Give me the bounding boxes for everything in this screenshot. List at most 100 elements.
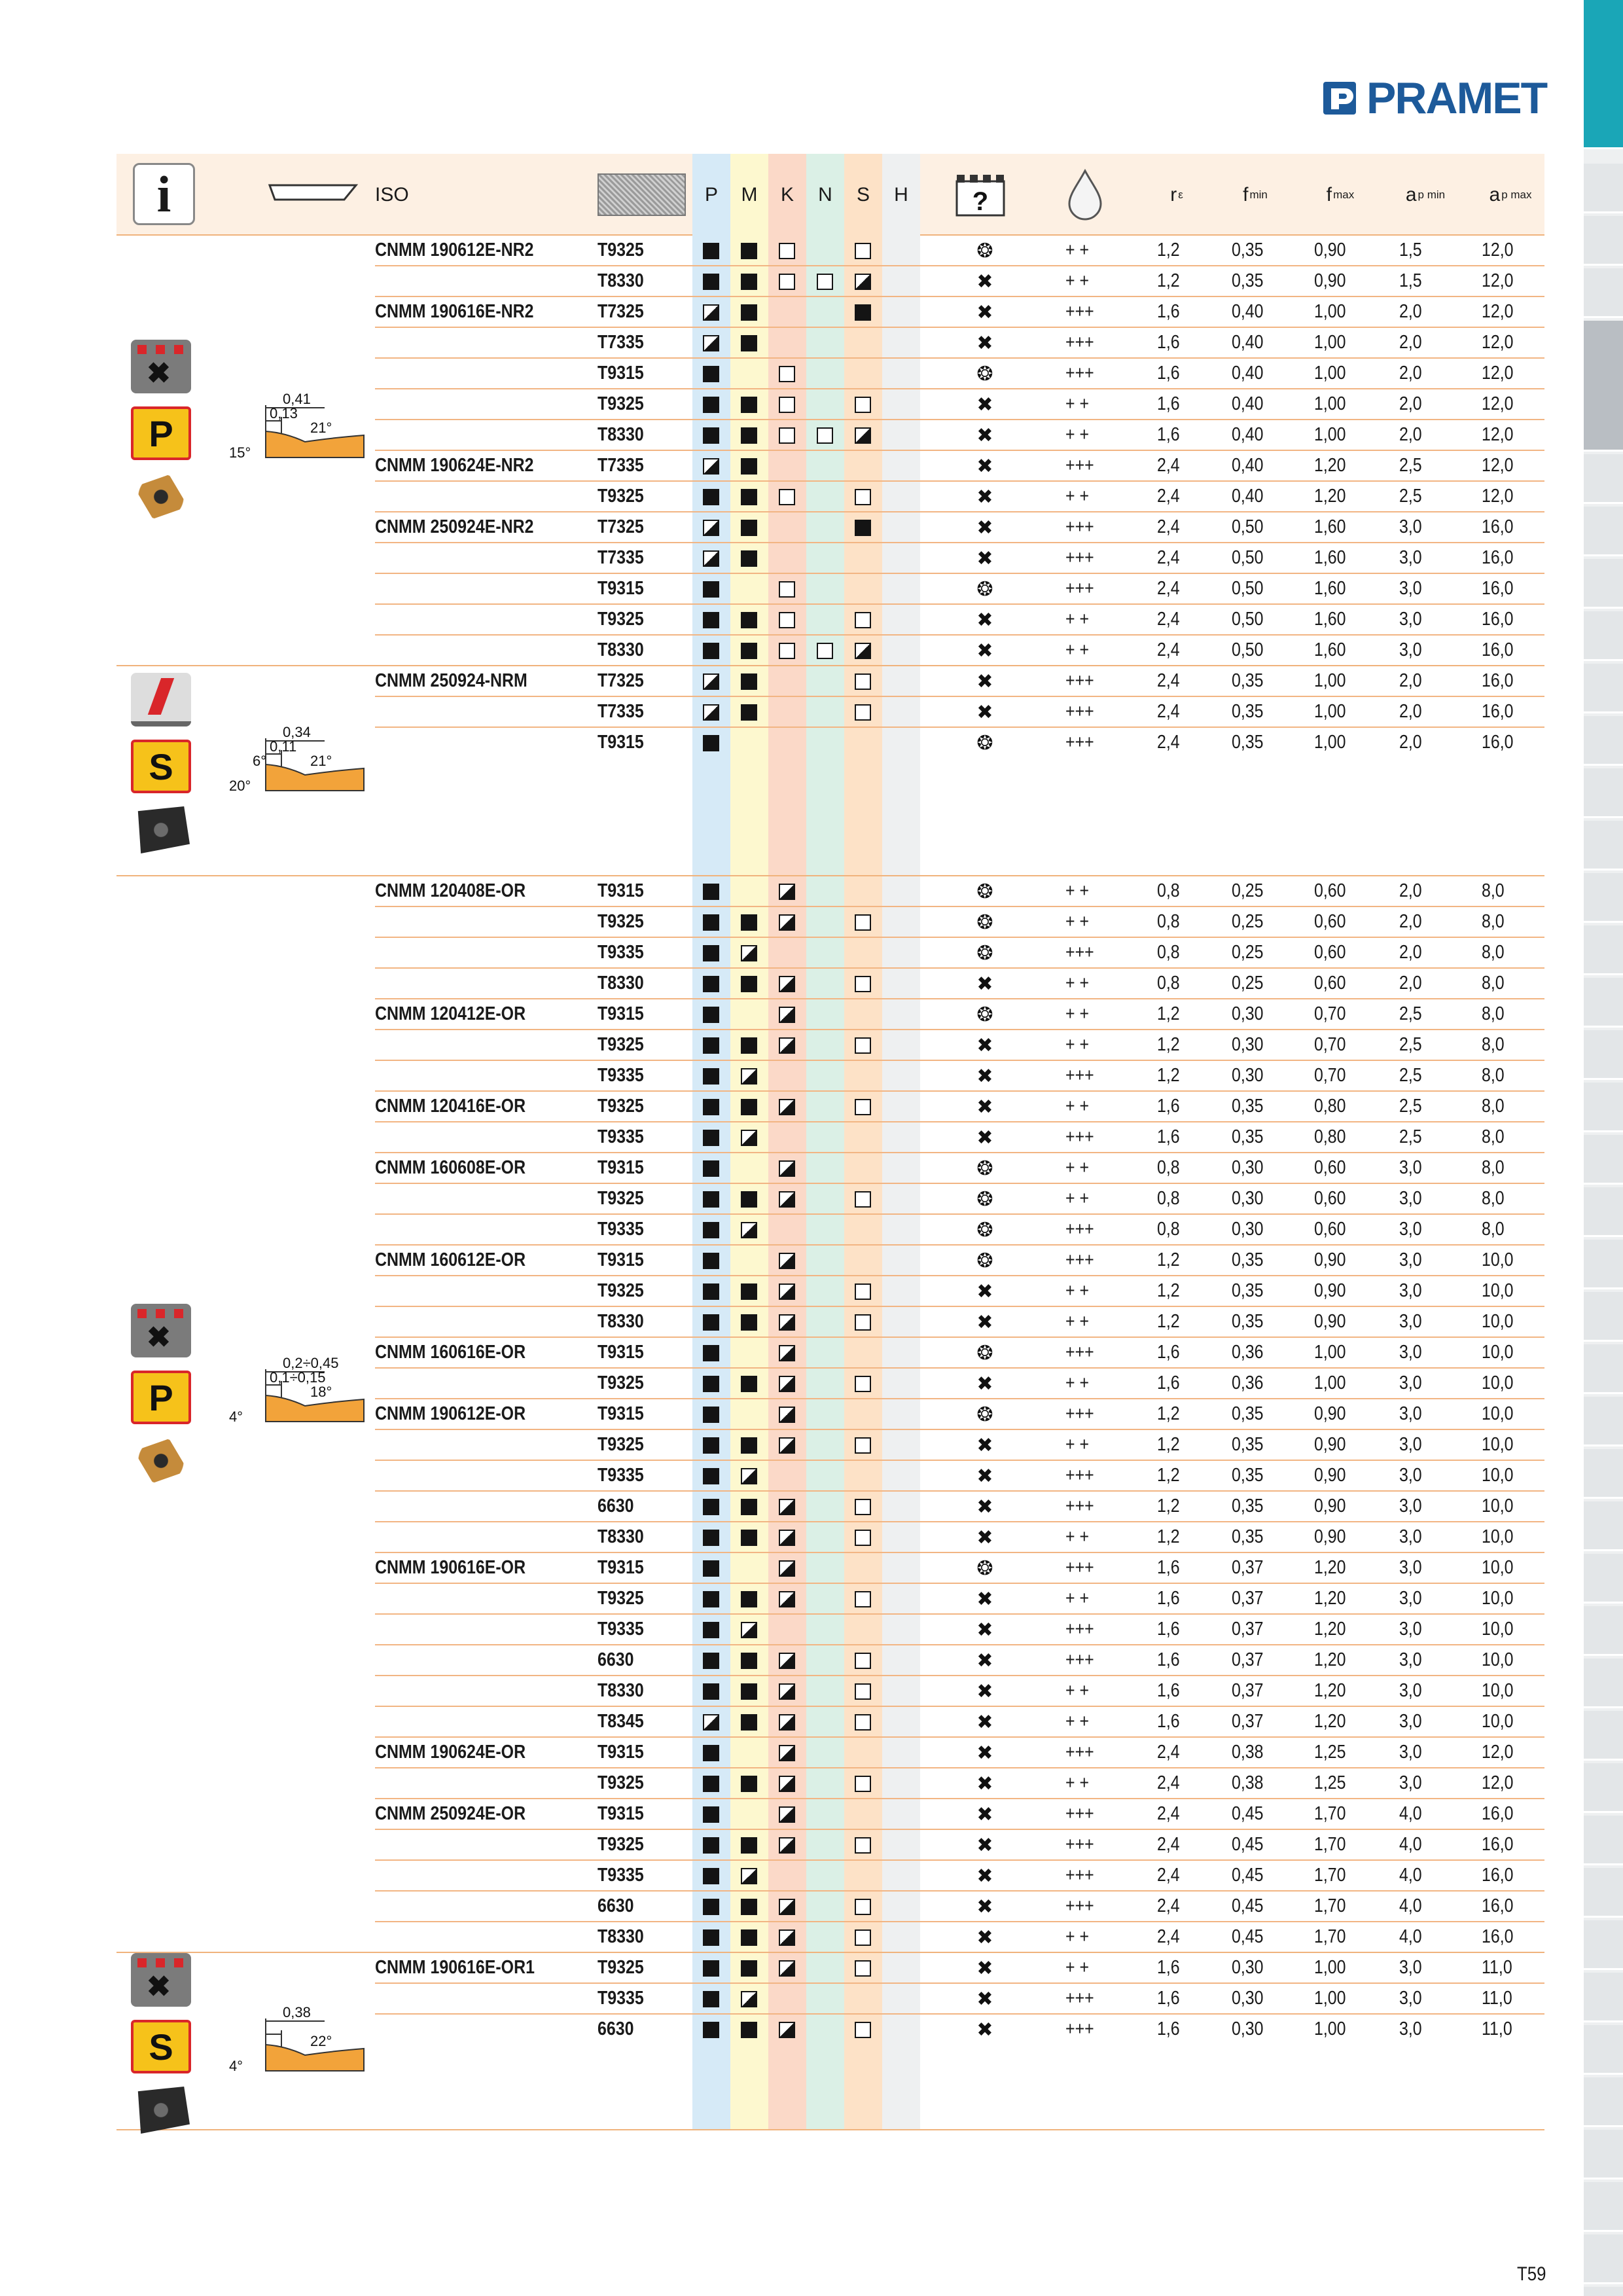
side-tab[interactable] xyxy=(1584,873,1623,923)
side-tab[interactable] xyxy=(1584,1659,1623,1708)
table-row[interactable]: T9325 ✖ + + 2,4 0,38 1,25 3,0 12,0 xyxy=(375,1768,1544,1799)
table-row[interactable]: T9335 ✖ +++ 2,4 0,45 1,70 4,0 16,0 xyxy=(375,1861,1544,1892)
table-row[interactable]: T9325 ✖ + + 2,4 0,40 1,20 2,5 12,0 xyxy=(375,482,1544,512)
side-tab[interactable] xyxy=(1584,268,1623,318)
table-row[interactable]: T7335 ✖ +++ 1,6 0,40 1,00 2,0 12,0 xyxy=(375,328,1544,359)
table-row[interactable]: T9325 ❂ + + 0,8 0,25 0,60 2,0 8,0 xyxy=(375,907,1544,938)
table-row[interactable]: T9335 ✖ +++ 1,2 0,30 0,70 2,5 8,0 xyxy=(375,1061,1544,1092)
side-tab[interactable] xyxy=(1584,507,1623,556)
side-tab[interactable] xyxy=(1584,2025,1623,2075)
side-tab[interactable] xyxy=(1584,1711,1623,1761)
table-row[interactable]: 6630 ✖ +++ 1,6 0,37 1,20 3,0 10,0 xyxy=(375,1645,1544,1676)
table-row[interactable]: T9325 ✖ + + 2,4 0,50 1,60 3,0 16,0 xyxy=(375,605,1544,636)
table-row[interactable]: T8330 ✖ + + 1,2 0,35 0,90 1,5 12,0 xyxy=(375,266,1544,297)
side-tab[interactable] xyxy=(1584,454,1623,504)
table-row[interactable]: CNMM 190616E-NR2 T7325 ✖ +++ 1,6 0,40 1,00 2,0 1… xyxy=(375,297,1544,328)
side-tab[interactable] xyxy=(1584,1554,1623,1604)
table-row[interactable]: CNMM 190612E-NR2 T9325 ❂ + + 1,2 0,35 0,90 1,5 1… xyxy=(375,236,1544,266)
table-row[interactable]: CNMM 190624E-NR2 T7335 ✖ +++ 2,4 0,40 1,20 2,5 1… xyxy=(375,451,1544,482)
side-tab[interactable] xyxy=(1584,1973,1623,2022)
side-tab[interactable] xyxy=(1584,1397,1623,1446)
table-row[interactable]: 6630 ✖ +++ 1,6 0,30 1,00 3,0 11,0 xyxy=(375,2015,1544,2045)
table-row[interactable]: T9325 ✖ + + 1,6 0,37 1,20 3,0 10,0 xyxy=(375,1584,1544,1615)
side-tab[interactable] xyxy=(1584,768,1623,818)
side-tab[interactable] xyxy=(1584,1868,1623,1918)
table-row[interactable]: T9335 ✖ +++ 1,2 0,35 0,90 3,0 10,0 xyxy=(375,1461,1544,1492)
table-row[interactable]: T8330 ✖ + + 0,8 0,25 0,60 2,0 8,0 xyxy=(375,969,1544,999)
table-row[interactable]: 6630 ✖ +++ 1,2 0,35 0,90 3,0 10,0 xyxy=(375,1492,1544,1522)
table-row[interactable]: 6630 ✖ +++ 2,4 0,45 1,70 4,0 16,0 xyxy=(375,1892,1544,1922)
table-row[interactable]: T9325 ✖ + + 1,2 0,35 0,90 3,0 10,0 xyxy=(375,1430,1544,1461)
side-tab[interactable] xyxy=(1584,664,1623,713)
side-tab[interactable] xyxy=(1584,1920,1623,1970)
side-tab[interactable] xyxy=(1584,2182,1623,2232)
table-row[interactable]: CNMM 120412E-OR T9315 ❂ + + 1,2 0,30 0,70 2,5 8,… xyxy=(375,999,1544,1030)
side-tab-active-section[interactable] xyxy=(1584,0,1623,149)
side-tab[interactable] xyxy=(1584,2234,1623,2284)
table-row[interactable]: CNMM 160612E-OR T9315 ❂ +++ 1,2 0,35 0,90 3,0 10… xyxy=(375,1246,1544,1276)
table-row[interactable]: T8330 ✖ + + 1,6 0,40 1,00 2,0 12,0 xyxy=(375,420,1544,451)
side-tab[interactable] xyxy=(1584,821,1623,870)
table-row[interactable]: T8330 ✖ + + 2,4 0,50 1,60 3,0 16,0 xyxy=(375,636,1544,666)
side-tab[interactable] xyxy=(1584,611,1623,661)
side-tab[interactable] xyxy=(1584,1763,1623,1813)
side-tab[interactable] xyxy=(1584,925,1623,975)
table-row[interactable]: T8330 ✖ + + 1,6 0,37 1,20 3,0 10,0 xyxy=(375,1676,1544,1707)
side-tab[interactable] xyxy=(1584,559,1623,609)
table-row[interactable]: CNMM 120416E-OR T9325 ✖ + + 1,6 0,35 0,80 2,5 8,… xyxy=(375,1092,1544,1122)
table-row[interactable]: T9325 ✖ + + 1,6 0,36 1,00 3,0 10,0 xyxy=(375,1369,1544,1399)
table-row[interactable]: CNMM 190612E-OR T9315 ❂ +++ 1,2 0,35 0,90 3,0 10… xyxy=(375,1399,1544,1430)
side-tab[interactable] xyxy=(1584,1187,1623,1237)
side-tab[interactable] xyxy=(1584,1030,1623,1080)
table-row[interactable]: T9325 ✖ + + 1,6 0,40 1,00 2,0 12,0 xyxy=(375,389,1544,420)
table-row[interactable]: T9325 ✖ + + 1,2 0,30 0,70 2,5 8,0 xyxy=(375,1030,1544,1061)
side-tab[interactable] xyxy=(1584,321,1623,452)
table-row[interactable]: T9325 ❂ + + 0,8 0,30 0,60 3,0 8,0 xyxy=(375,1184,1544,1215)
table-row[interactable]: T9315 ❂ +++ 1,6 0,40 1,00 2,0 12,0 xyxy=(375,359,1544,389)
table-row[interactable]: T9335 ✖ +++ 1,6 0,30 1,00 3,0 11,0 xyxy=(375,1984,1544,2015)
feed-min: 0,40 xyxy=(1232,301,1264,322)
side-tab[interactable] xyxy=(1584,1501,1623,1551)
table-row[interactable]: T7335 ✖ +++ 2,4 0,35 1,00 2,0 16,0 xyxy=(375,697,1544,728)
table-row[interactable]: CNMM 250924E-NR2 T7325 ✖ +++ 2,4 0,50 1,60 3,0 1… xyxy=(375,512,1544,543)
side-tab[interactable] xyxy=(1584,1240,1623,1289)
side-tab[interactable] xyxy=(1584,2077,1623,2127)
side-tab[interactable] xyxy=(1584,1135,1623,1185)
table-row[interactable]: T9335 ❂ +++ 0,8 0,25 0,60 2,0 8,0 xyxy=(375,938,1544,969)
table-row[interactable]: CNMM 160608E-OR T9315 ❂ + + 0,8 0,30 0,60 3,0 8,… xyxy=(375,1153,1544,1184)
table-row[interactable]: CNMM 250924-NRM T7325 ✖ +++ 2,4 0,35 1,00 2,0 16… xyxy=(375,666,1544,697)
side-tab[interactable] xyxy=(1584,1606,1623,1656)
chipbreaker-geometry-diagram: 0,41 0,13 21° 15° xyxy=(226,386,370,464)
table-row[interactable]: CNMM 250924E-OR T9315 ✖ +++ 2,4 0,45 1,70 4,0 16… xyxy=(375,1799,1544,1830)
table-row[interactable]: CNMM 190616E-OR1 T9325 ✖ + + 1,6 0,30 1,00 3,0 1… xyxy=(375,1953,1544,1984)
table-row[interactable]: T9315 ❂ +++ 2,4 0,50 1,60 3,0 16,0 xyxy=(375,574,1544,605)
side-tab[interactable] xyxy=(1584,1344,1623,1394)
side-tab[interactable] xyxy=(1584,216,1623,266)
table-row[interactable]: T7335 ✖ +++ 2,4 0,50 1,60 3,0 16,0 xyxy=(375,543,1544,574)
side-tab[interactable] xyxy=(1584,2287,1623,2296)
table-row[interactable]: T9335 ✖ +++ 1,6 0,37 1,20 3,0 10,0 xyxy=(375,1615,1544,1645)
corner-radius: 1,2 xyxy=(1157,1065,1180,1086)
table-row[interactable]: CNMM 120408E-OR T9315 ❂ + + 0,8 0,25 0,60 2,0 8,… xyxy=(375,876,1544,907)
table-row[interactable]: T9315 ❂ +++ 2,4 0,35 1,00 2,0 16,0 xyxy=(375,728,1544,759)
side-tab[interactable] xyxy=(1584,164,1623,213)
side-tab[interactable] xyxy=(1584,716,1623,766)
table-row[interactable]: T8345 ✖ + + 1,6 0,37 1,20 3,0 10,0 xyxy=(375,1707,1544,1738)
table-row[interactable]: CNMM 190624E-OR T9315 ✖ +++ 2,4 0,38 1,25 3,0 12… xyxy=(375,1738,1544,1768)
table-row[interactable]: CNMM 190616E-OR T9315 ❂ +++ 1,6 0,37 1,20 3,0 10… xyxy=(375,1553,1544,1584)
table-row[interactable]: T8330 ✖ + + 1,2 0,35 0,90 3,0 10,0 xyxy=(375,1522,1544,1553)
table-row[interactable]: T8330 ✖ + + 1,2 0,35 0,90 3,0 10,0 xyxy=(375,1307,1544,1338)
table-row[interactable]: CNMM 160616E-OR T9315 ❂ +++ 1,6 0,36 1,00 3,0 10… xyxy=(375,1338,1544,1369)
table-row[interactable]: T8330 ✖ + + 2,4 0,45 1,70 4,0 16,0 xyxy=(375,1922,1544,1953)
side-tab[interactable] xyxy=(1584,1816,1623,1865)
side-tab[interactable] xyxy=(1584,2130,1623,2179)
table-row[interactable]: T9325 ✖ +++ 2,4 0,45 1,70 4,0 16,0 xyxy=(375,1830,1544,1861)
table-row[interactable]: T9335 ✖ +++ 1,6 0,35 0,80 2,5 8,0 xyxy=(375,1122,1544,1153)
table-row[interactable]: T9335 ❂ +++ 0,8 0,30 0,60 3,0 8,0 xyxy=(375,1215,1544,1246)
side-tab[interactable] xyxy=(1584,1083,1623,1132)
info-icon[interactable]: i xyxy=(133,163,195,225)
table-row[interactable]: T9325 ✖ + + 1,2 0,35 0,90 3,0 10,0 xyxy=(375,1276,1544,1307)
side-tab[interactable] xyxy=(1584,1292,1623,1342)
side-tab[interactable] xyxy=(1584,978,1623,1028)
side-tab[interactable] xyxy=(1584,1449,1623,1499)
